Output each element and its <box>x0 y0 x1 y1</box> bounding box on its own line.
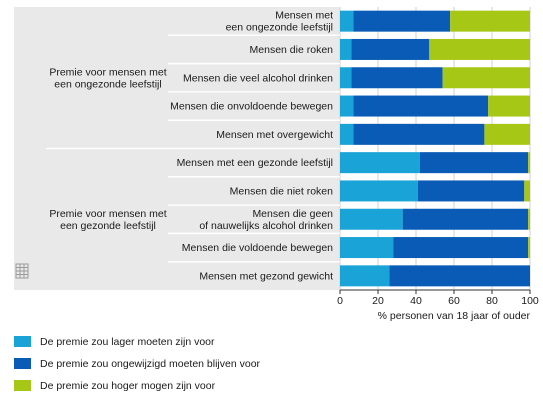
legend-item-hoger: De premie zou hoger mogen zijn voor <box>14 380 534 402</box>
bar-6-series-2 <box>524 180 530 202</box>
category-label-9-0: Mensen met gezond gewicht <box>199 270 333 282</box>
category-label-3-0: Mensen die onvoldoende bewegen <box>170 101 333 113</box>
x-tick-label-1: 20 <box>372 295 384 307</box>
legend: De premie zou lager moeten zijn voor De … <box>14 336 534 402</box>
legend-label-ongewijzigd: De premie zou ongewijzigd moeten blijven… <box>40 358 261 370</box>
category-label-8-0: Mensen die voldoende bewegen <box>182 242 333 254</box>
group-label-0-0: Premie voor mensen met <box>49 66 166 78</box>
bar-2-series-2 <box>442 67 530 89</box>
x-tick-label-2: 40 <box>410 295 422 307</box>
group-label-1-1: een gezonde leefstijl <box>60 220 156 232</box>
x-tick-label-0: 0 <box>337 295 343 307</box>
x-tick-label-3: 60 <box>448 295 460 307</box>
bar-5-series-2 <box>528 152 530 174</box>
bars <box>340 10 530 287</box>
legend-swatch-lager <box>14 336 31 347</box>
legend-label-lager: De premie zou lager moeten zijn voor <box>40 336 215 348</box>
group-label-0-1: een ongezonde leefstijl <box>54 78 161 90</box>
category-label-7-1: of nauwelijks alcohol drinken <box>199 220 333 232</box>
bar-2-series-1 <box>351 67 443 89</box>
category-label-5-0: Mensen met een gezonde leefstijl <box>177 157 333 169</box>
table-icon[interactable] <box>15 263 29 279</box>
legend-swatch-ongewijzigd <box>14 358 31 369</box>
bar-1-series-0 <box>340 38 352 60</box>
bar-6-series-1 <box>417 180 525 202</box>
bar-0-series-0 <box>340 10 354 32</box>
bar-3-series-1 <box>353 95 489 117</box>
bar-4-series-0 <box>340 123 354 145</box>
bar-2-series-0 <box>340 67 352 89</box>
category-label-2-0: Mensen die veel alcohol drinken <box>183 72 333 84</box>
bar-9-series-0 <box>340 265 390 287</box>
category-label-4-0: Mensen met overgewicht <box>216 129 333 141</box>
legend-label-hoger: De premie zou hoger mogen zijn voor <box>40 380 216 392</box>
category-label-7-0: Mensen die geen <box>252 208 333 220</box>
bar-1-series-2 <box>429 38 530 60</box>
bar-5-series-0 <box>340 152 420 174</box>
x-tick-label-4: 80 <box>486 295 498 307</box>
bar-8-series-2 <box>528 237 530 259</box>
bar-8-series-1 <box>393 237 529 259</box>
bar-4-series-2 <box>484 123 530 145</box>
row-separators <box>46 34 340 263</box>
bar-7-series-2 <box>528 208 530 230</box>
x-axis-label: % personen van 18 jaar of ouder <box>378 310 531 322</box>
legend-item-ongewijzigd: De premie zou ongewijzigd moeten blijven… <box>14 358 534 380</box>
x-tick-label-5: 100 <box>521 295 539 307</box>
category-label-1-0: Mensen die roken <box>250 44 334 56</box>
group-label-1-0: Premie voor mensen met <box>49 208 166 220</box>
bar-3-series-0 <box>340 95 354 117</box>
bar-0-series-1 <box>353 10 451 32</box>
legend-swatch-hoger <box>14 380 31 391</box>
bar-6-series-0 <box>340 180 418 202</box>
bar-7-series-0 <box>340 208 403 230</box>
bar-5-series-1 <box>419 152 529 174</box>
category-label-0-0: Mensen met <box>275 10 333 22</box>
bar-7-series-1 <box>402 208 529 230</box>
legend-item-lager: De premie zou lager moeten zijn voor <box>14 336 534 358</box>
category-label-6-0: Mensen die niet roken <box>230 185 333 197</box>
x-tick-labels: 0 20 40 60 80 100 <box>337 290 539 307</box>
bar-9-series-1 <box>389 265 530 287</box>
bar-8-series-0 <box>340 237 394 259</box>
bar-0-series-2 <box>450 10 530 32</box>
bar-3-series-2 <box>488 95 530 117</box>
bar-1-series-1 <box>351 38 430 60</box>
bar-4-series-1 <box>353 123 485 145</box>
category-label-0-1: een ongezonde leefstijl <box>226 22 333 34</box>
